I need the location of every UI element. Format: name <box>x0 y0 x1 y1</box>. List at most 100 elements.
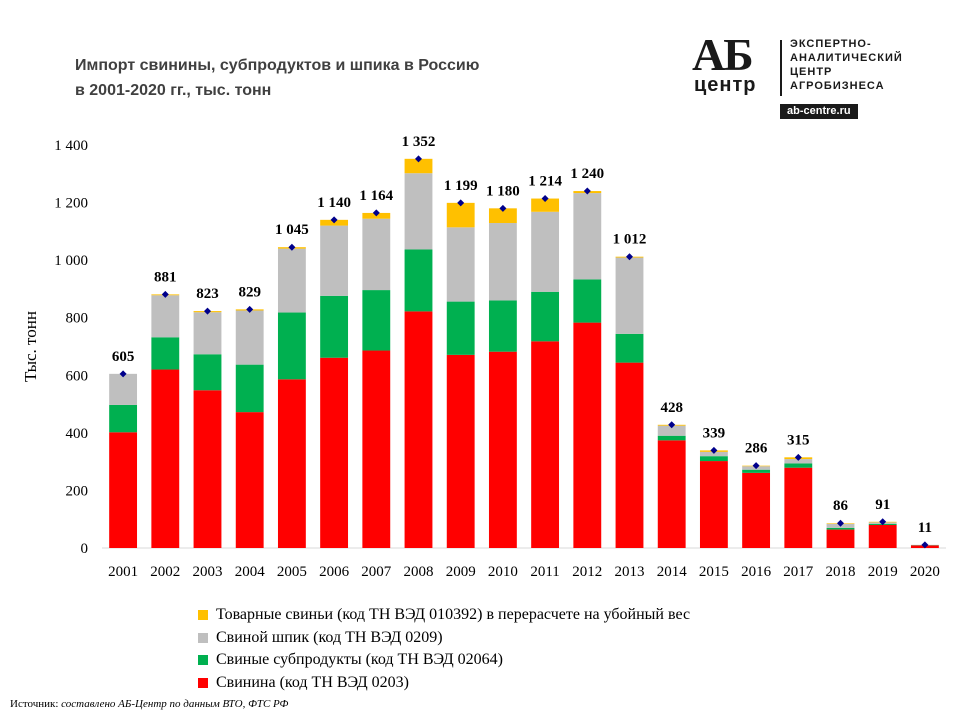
bar-segment <box>193 312 222 355</box>
total-marker <box>710 446 718 454</box>
legend-swatch-offal <box>198 655 208 666</box>
x-tick-label: 2009 <box>446 564 476 580</box>
x-tick-label: 2012 <box>572 564 602 580</box>
bar-segment <box>868 524 897 548</box>
y-tick-label: 600 <box>66 368 89 384</box>
bar-segment <box>531 341 560 548</box>
y-tick-label: 1 200 <box>54 196 88 212</box>
chart-title-line2: в 2001-2020 гг., тыс. тонн <box>75 82 272 99</box>
bar-segment <box>615 362 644 548</box>
x-tick-label: 2017 <box>783 564 814 580</box>
y-tick-label: 1 000 <box>54 253 88 269</box>
legend-swatch-pigs <box>198 610 208 621</box>
x-tick-label: 2013 <box>615 564 645 580</box>
legend-swatch-pork <box>198 677 208 688</box>
legend-label-pigs: Товарные свиньи (код ТН ВЭД 010392) в пе… <box>216 606 691 624</box>
bar-segment <box>784 467 813 548</box>
bar-segment <box>615 333 644 363</box>
y-axis-label: Тыс. тонн <box>21 311 40 382</box>
bar-segment <box>404 249 433 312</box>
logo-url: ab-centre.ru <box>780 104 858 119</box>
total-data-label: 1 240 <box>570 166 604 182</box>
total-marker <box>668 421 676 429</box>
x-tick-label: 2008 <box>404 564 434 580</box>
total-data-label: 315 <box>787 432 810 448</box>
bar-segment <box>151 295 180 338</box>
bar-segment <box>699 461 728 548</box>
bar-segment <box>488 300 517 352</box>
bar-segment <box>657 440 686 548</box>
logo-text-line3: ЦЕНТР <box>790 66 833 78</box>
legend-swatch-fat <box>198 632 208 643</box>
total-marker <box>626 253 633 261</box>
total-data-label: 91 <box>875 497 890 513</box>
total-data-label: 605 <box>112 349 135 365</box>
bar-segment <box>235 364 264 413</box>
bar-segment <box>742 469 771 473</box>
bar-segment <box>235 412 264 548</box>
bar-segment <box>404 311 433 548</box>
total-data-label: 1 214 <box>528 174 562 190</box>
total-data-label: 11 <box>918 520 932 536</box>
bar-segment <box>784 463 813 468</box>
total-data-label: 1 045 <box>275 222 309 238</box>
total-data-label: 1 012 <box>613 232 647 248</box>
bar-segment <box>404 173 433 250</box>
bar-segment <box>362 350 391 548</box>
logo-text: ЭКСПЕРТНО- АНАЛИТИЧЕСКИЙ ЦЕНТР АГРОБИЗНЕ… <box>790 37 903 93</box>
legend-label-pork: Свинина (код ТН ВЭД 0203) <box>216 673 410 691</box>
x-tick-label: 2010 <box>488 564 518 580</box>
total-data-label: 1 140 <box>317 195 351 211</box>
total-marker <box>794 453 802 461</box>
total-marker <box>161 290 169 298</box>
chart-title: Импорт свинины, субпродуктов и шпика в Р… <box>75 53 595 103</box>
x-tick-label: 2001 <box>108 564 138 580</box>
bar-segment <box>446 301 475 355</box>
bar-segment <box>109 404 138 433</box>
bar-segment <box>446 227 475 302</box>
total-marker <box>204 307 211 315</box>
logo-text-line1: ЭКСПЕРТНО- <box>790 38 872 50</box>
total-marker <box>499 204 507 212</box>
bar-segment <box>320 225 349 296</box>
x-tick-label: 2003 <box>193 564 223 580</box>
bar-segment <box>699 456 728 462</box>
bar-segment <box>615 257 644 334</box>
logo-text-line4: АГРОБИЗНЕСА <box>790 80 885 92</box>
bar-segment <box>531 198 560 212</box>
total-marker <box>457 199 465 207</box>
y-tick-label: 0 <box>81 541 89 557</box>
x-tick-label: 2016 <box>741 564 772 580</box>
bar-segment <box>277 379 306 548</box>
bar-segment <box>109 373 138 405</box>
total-data-label: 823 <box>196 286 219 302</box>
total-marker <box>246 305 254 313</box>
bar-segment <box>531 291 560 342</box>
ab-centre-logo: АБ центр ЭКСПЕРТНО- АНАЛИТИЧЕСКИЙ ЦЕНТР … <box>690 30 930 122</box>
total-data-label: 1 199 <box>444 178 478 194</box>
logo-mark: АБ центр <box>690 30 780 98</box>
chart-legend: Товарные свиньи (код ТН ВЭД 010392) в пе… <box>198 604 690 694</box>
bar-segment <box>193 390 222 548</box>
x-tick-label: 2014 <box>657 564 688 580</box>
bar-segment <box>573 322 602 548</box>
x-tick-label: 2018 <box>826 564 856 580</box>
bar-segment <box>488 351 517 548</box>
bar-segment <box>362 290 391 351</box>
bar-segment <box>784 459 813 464</box>
total-data-label: 428 <box>660 400 683 416</box>
total-data-label: 1 180 <box>486 183 520 199</box>
x-tick-label: 2011 <box>530 564 559 580</box>
legend-label-fat: Свиной шпик (код ТН ВЭД 0209) <box>216 628 443 646</box>
total-marker <box>879 518 887 526</box>
source-note: Источник: составлено АБ-Центр по данным … <box>10 698 288 710</box>
total-data-label: 1 164 <box>359 188 393 204</box>
bar-segment <box>235 310 264 365</box>
bar-segment <box>109 432 138 548</box>
stacked-bar-chart: Тыс. тонн 0 200 400 600 800 1 000 1 200 1 400 605… <box>21 134 946 580</box>
bar-segment <box>151 369 180 548</box>
logo-mark-centr: центр <box>694 74 757 96</box>
x-tick-label: 2019 <box>868 564 898 580</box>
legend-item-pork: Свинина (код ТН ВЭД 0203) <box>198 672 690 695</box>
legend-label-offal: Свиные субпродукты (код ТН ВЭД 02064) <box>216 651 503 669</box>
